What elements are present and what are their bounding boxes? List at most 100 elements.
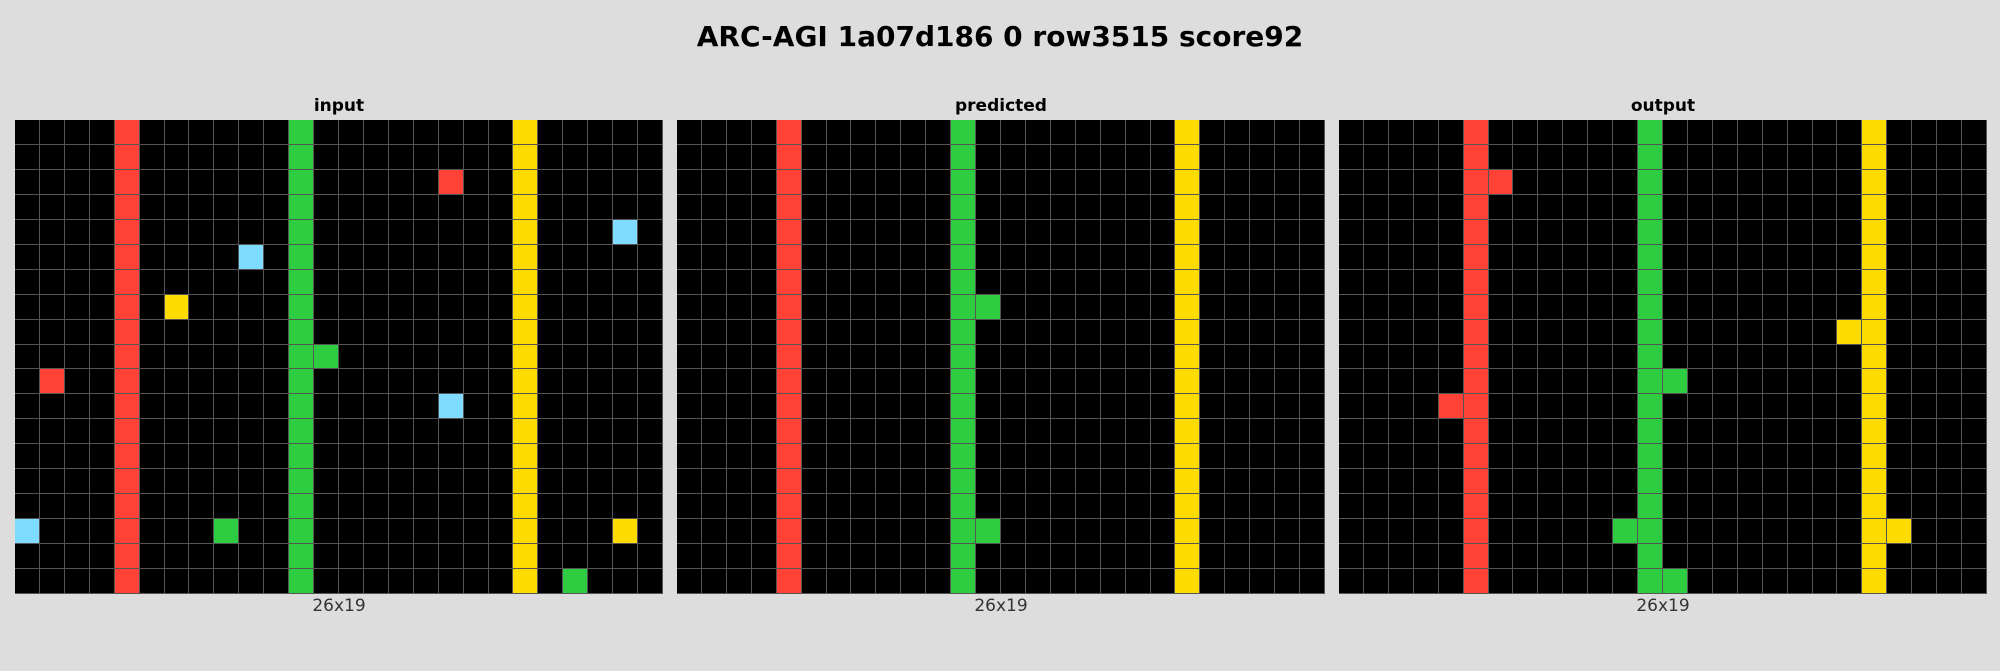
grid-cell bbox=[239, 544, 265, 570]
grid-cell bbox=[951, 120, 977, 145]
grid-cell bbox=[264, 394, 290, 420]
grid-cell bbox=[89, 269, 115, 295]
grid-cell bbox=[1075, 494, 1101, 520]
grid-cell bbox=[876, 519, 902, 545]
grid-cell bbox=[1125, 469, 1151, 495]
page-title: ARC-AGI 1a07d186 0 row3515 score92 bbox=[696, 20, 1304, 53]
grid-cell bbox=[1275, 419, 1301, 445]
grid-cell bbox=[613, 144, 639, 170]
grid-cell bbox=[1638, 369, 1663, 395]
grid-cell bbox=[1538, 169, 1564, 195]
grid-cell bbox=[214, 344, 240, 370]
grid-cell bbox=[388, 444, 414, 470]
grid-cell bbox=[926, 494, 952, 520]
grid-cell bbox=[314, 319, 339, 345]
grid-cell bbox=[1937, 444, 1963, 470]
grid-cell bbox=[1937, 569, 1963, 594]
grid-cell bbox=[1225, 194, 1251, 220]
grid-cell bbox=[463, 219, 489, 245]
grid-cell bbox=[1812, 494, 1838, 520]
grid-cell bbox=[1937, 120, 1963, 145]
grid-cell bbox=[876, 344, 902, 370]
grid-cell bbox=[1000, 569, 1026, 594]
grid-cell bbox=[1638, 120, 1663, 145]
grid-cell bbox=[164, 244, 190, 270]
grid-cell bbox=[1513, 294, 1539, 320]
grid-cell bbox=[1150, 369, 1176, 395]
grid-cell bbox=[1150, 544, 1176, 570]
grid-cell bbox=[1488, 469, 1514, 495]
grid-cell bbox=[438, 469, 464, 495]
grid-cell bbox=[1463, 469, 1489, 495]
grid-cell bbox=[1862, 244, 1888, 270]
grid-cell bbox=[1150, 144, 1176, 170]
grid-cell bbox=[638, 444, 663, 470]
grid-cell bbox=[826, 519, 852, 545]
grid-cell bbox=[1488, 544, 1514, 570]
grid-cell bbox=[1075, 444, 1101, 470]
grid-cell bbox=[264, 269, 290, 295]
grid-cell bbox=[1488, 344, 1514, 370]
grid-cell bbox=[1125, 394, 1151, 420]
grid-cell bbox=[1175, 244, 1201, 270]
grid-cell bbox=[1388, 294, 1414, 320]
grid-cell bbox=[563, 219, 589, 245]
grid-cell bbox=[314, 294, 339, 320]
grid-cell bbox=[314, 419, 339, 445]
grid-cell bbox=[1862, 319, 1888, 345]
input-panel: input 26x19 bbox=[15, 96, 663, 616]
grid-cell bbox=[1762, 469, 1788, 495]
grid-cell bbox=[488, 544, 514, 570]
grid-cell bbox=[638, 419, 663, 445]
grid-cell bbox=[139, 569, 165, 594]
grid-cell bbox=[1438, 419, 1464, 445]
grid-cell bbox=[1300, 544, 1325, 570]
grid-cell bbox=[563, 269, 589, 295]
grid-cell bbox=[388, 169, 414, 195]
grid-cell bbox=[1463, 144, 1489, 170]
grid-cell bbox=[701, 519, 727, 545]
grid-cell bbox=[926, 319, 952, 345]
grid-cell bbox=[1275, 194, 1301, 220]
grid-cell bbox=[1887, 294, 1913, 320]
grid-cell bbox=[15, 444, 40, 470]
grid-cell bbox=[826, 344, 852, 370]
grid-cell bbox=[164, 294, 190, 320]
grid-cell bbox=[538, 269, 564, 295]
grid-cell bbox=[826, 120, 852, 145]
grid-cell bbox=[1488, 219, 1514, 245]
grid-cell bbox=[1363, 344, 1389, 370]
grid-cell bbox=[1175, 144, 1201, 170]
grid-cell bbox=[776, 369, 802, 395]
grid-cell bbox=[976, 469, 1001, 495]
grid-cell bbox=[513, 269, 539, 295]
grid-cell bbox=[1613, 444, 1639, 470]
grid-cell bbox=[413, 469, 439, 495]
grid-cell bbox=[463, 344, 489, 370]
grid-cell bbox=[189, 569, 215, 594]
grid-cell bbox=[901, 269, 927, 295]
grid-cell bbox=[1912, 444, 1938, 470]
grid-cell bbox=[89, 444, 115, 470]
grid-cell bbox=[701, 344, 727, 370]
grid-cell bbox=[1837, 469, 1863, 495]
grid-cell bbox=[1175, 194, 1201, 220]
grid-cell bbox=[1438, 544, 1464, 570]
grid-cell bbox=[1962, 494, 1987, 520]
grid-cell bbox=[751, 394, 777, 420]
grid-cell bbox=[1050, 494, 1076, 520]
grid-cell bbox=[1000, 244, 1026, 270]
grid-cell bbox=[15, 569, 40, 594]
grid-cell bbox=[588, 494, 614, 520]
grid-cell bbox=[363, 319, 389, 345]
grid-cell bbox=[563, 319, 589, 345]
grid-cell bbox=[1363, 494, 1389, 520]
grid-cell bbox=[1912, 419, 1938, 445]
grid-cell bbox=[1075, 194, 1101, 220]
grid-cell bbox=[1687, 319, 1713, 345]
grid-cell bbox=[901, 369, 927, 395]
grid-cell bbox=[1787, 494, 1813, 520]
grid-cell bbox=[1887, 469, 1913, 495]
grid-cell bbox=[264, 469, 290, 495]
grid-cell bbox=[1937, 469, 1963, 495]
